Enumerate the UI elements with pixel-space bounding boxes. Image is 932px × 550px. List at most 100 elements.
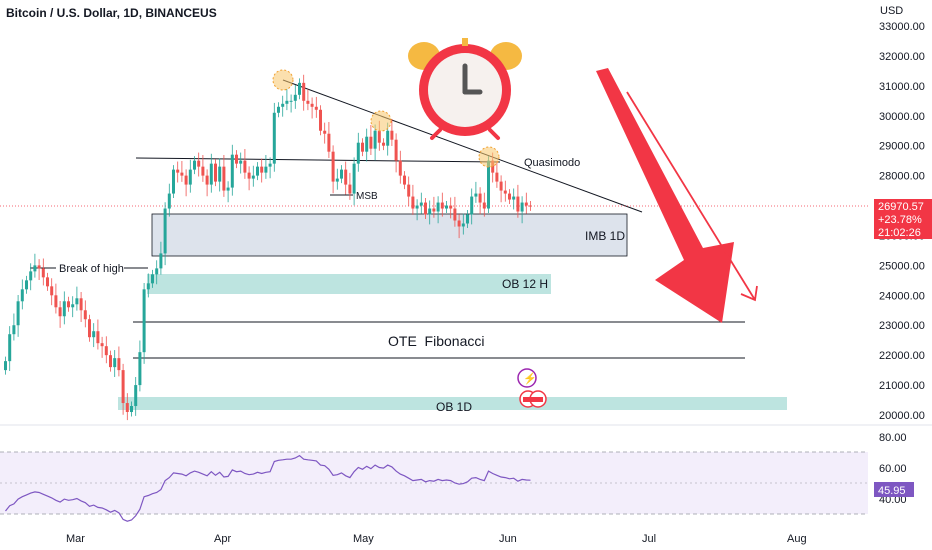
candle: [302, 82, 306, 101]
candle: [508, 193, 511, 200]
event-icons[interactable]: ⚡: [517, 368, 547, 408]
rsi-line: [5, 454, 531, 522]
candle: [167, 193, 171, 209]
candle: [201, 166, 205, 176]
candle: [407, 184, 411, 197]
candle: [377, 130, 381, 143]
candle: [365, 136, 369, 152]
candle: [520, 202, 524, 212]
candle: [151, 274, 154, 284]
candle: [205, 175, 209, 185]
price-tick: 28000.00: [879, 171, 925, 183]
candle: [37, 265, 41, 269]
candle: [243, 160, 247, 173]
candle: [251, 175, 255, 179]
big-down-arrow: [596, 68, 734, 323]
candle: [356, 142, 360, 164]
candle: [256, 166, 259, 176]
candle: [214, 163, 217, 182]
candle: [184, 175, 188, 185]
candle: [453, 208, 457, 221]
candle: [289, 100, 293, 102]
candle: [62, 301, 66, 317]
price-axis[interactable]: 33000.00 32000.00 31000.00 30000.00 29000.00…: [879, 21, 925, 422]
ob-12h-zone: [147, 274, 551, 294]
candle: [373, 130, 377, 149]
candle: [16, 301, 20, 326]
highlight-circle: [272, 69, 294, 91]
candle: [172, 169, 175, 194]
candle: [428, 208, 432, 215]
alarm-clock-icon: [408, 38, 522, 140]
candle: [277, 106, 280, 113]
candle: [67, 301, 70, 308]
candle: [445, 205, 448, 209]
candle: [369, 136, 373, 149]
ote-label: OTE Fibonacci: [388, 333, 484, 349]
candle: [218, 166, 222, 182]
imb-label: IMB 1D: [585, 229, 625, 243]
candle: [487, 160, 490, 209]
candle: [121, 370, 125, 404]
candle: [403, 175, 406, 185]
candle: [155, 268, 159, 275]
candle: [466, 214, 469, 224]
price-tick: 20000.00: [879, 410, 925, 422]
ob1d-label: OB 1D: [436, 400, 472, 414]
candle: [104, 346, 108, 356]
candle: [394, 139, 398, 161]
candle: [146, 283, 150, 290]
candle: [100, 343, 104, 347]
candle: [470, 196, 474, 215]
candle: [4, 361, 7, 371]
candles: [4, 74, 532, 421]
candle: [524, 202, 528, 206]
price-tick: 33000.00: [879, 21, 925, 33]
candle: [33, 265, 37, 272]
candle: [344, 169, 348, 185]
time-tick: Mar: [66, 533, 85, 545]
candle: [25, 280, 28, 290]
time-tick: Jul: [642, 533, 656, 545]
ob-1d-zone: [118, 397, 787, 410]
candle: [272, 112, 276, 164]
highlight-circle: [370, 110, 392, 132]
countdown: 21:02:26: [878, 227, 921, 239]
candle: [260, 166, 264, 173]
candle: [314, 106, 318, 110]
price-badge: 26970.57 +23.78% 21:02:26: [874, 199, 932, 239]
candle: [230, 154, 234, 188]
candle: [457, 220, 461, 227]
candle: [163, 208, 167, 254]
trendline: [282, 79, 643, 213]
candle: [46, 277, 49, 287]
imb-1d-zone: [151, 213, 628, 257]
ob12-label: OB 12 H: [502, 277, 548, 291]
candle: [293, 94, 297, 101]
candle: [188, 169, 192, 185]
candle: [424, 202, 427, 215]
candle: [88, 319, 91, 338]
time-tick: Apr: [214, 533, 231, 545]
thin-down-arrow: [626, 91, 758, 302]
time-axis[interactable]: Mar Apr May Jun Jul Aug: [66, 533, 807, 545]
candle: [482, 202, 486, 209]
candle: [495, 172, 499, 182]
candle: [306, 100, 310, 104]
candle: [75, 298, 79, 305]
price-tick: 32000.00: [879, 51, 925, 63]
price-tick: 25000.00: [879, 260, 925, 272]
rsi-current: 45.95: [878, 485, 906, 497]
candle: [83, 310, 87, 320]
price-tick: 24000.00: [879, 290, 925, 302]
candle: [29, 271, 33, 281]
candle: [180, 172, 184, 176]
candle: [398, 160, 402, 176]
candle: [226, 187, 230, 191]
price-tick: 22000.00: [879, 350, 925, 362]
candle: [239, 160, 243, 164]
time-tick: Jun: [499, 533, 517, 545]
candle: [323, 130, 327, 134]
candle: [71, 304, 75, 308]
